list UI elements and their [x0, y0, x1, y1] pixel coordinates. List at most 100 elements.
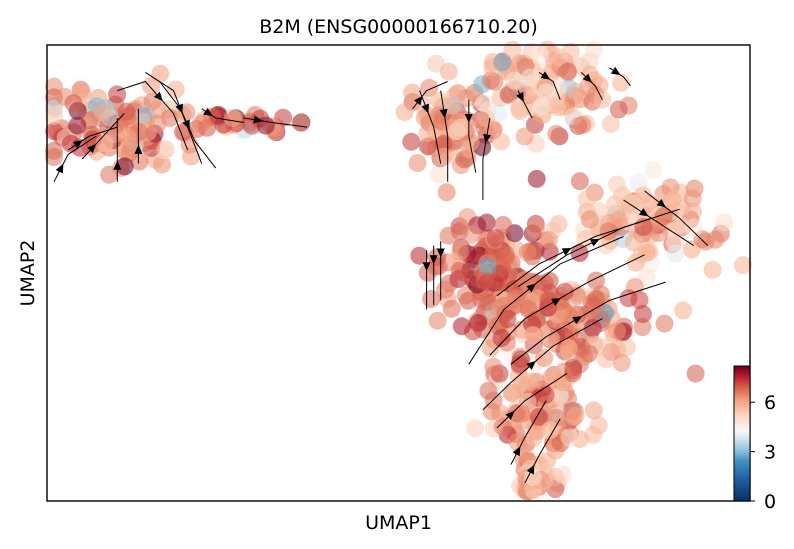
streamline-arrow: [551, 297, 562, 306]
scatter-point: [45, 141, 63, 160]
scatter-point: [547, 124, 566, 143]
x-axis-label: UMAP1: [365, 512, 432, 534]
scatter-point: [442, 299, 461, 318]
scatter-point: [621, 194, 640, 213]
streamline: [510, 400, 547, 465]
scatter-point: [532, 97, 551, 116]
scatter-point: [535, 348, 554, 367]
scatter-point: [117, 143, 136, 162]
scatter-point: [192, 114, 211, 133]
scatter-point: [478, 257, 497, 276]
scatter-point: [521, 68, 540, 87]
scatter-point: [451, 242, 470, 261]
scatter-point: [148, 114, 167, 133]
scatter-point: [512, 404, 531, 423]
scatter-point: [482, 402, 501, 421]
scatter-point: [135, 105, 154, 124]
streamline-arrow: [483, 133, 492, 144]
scatter-point: [151, 64, 170, 83]
streamline: [419, 90, 442, 164]
scatter-point: [540, 271, 559, 290]
scatter-point: [418, 137, 437, 156]
scatter-point: [612, 73, 630, 92]
scatter-point: [599, 222, 618, 241]
streamline-arrow: [422, 262, 431, 272]
scatter-point: [512, 374, 531, 393]
scatter-point: [408, 154, 427, 172]
scatter-point: [93, 103, 112, 122]
scatter-point: [703, 260, 722, 279]
scatter-point: [655, 314, 674, 333]
scatter-point: [493, 417, 512, 436]
scatter-point: [596, 350, 615, 369]
scatter-point: [426, 54, 445, 73]
streamline-arrow: [526, 360, 536, 370]
scatter-point: [554, 465, 573, 484]
streamline-arrow: [572, 316, 583, 325]
scatter-point: [577, 190, 596, 209]
scatter-point: [486, 228, 505, 247]
streamline-arrow: [526, 283, 536, 293]
scatter-point: [518, 243, 537, 262]
scatter-point: [548, 98, 567, 117]
streamline-arrow: [253, 115, 263, 124]
scatter-point: [479, 381, 498, 400]
scatter-point: [223, 109, 242, 127]
scatter-point: [560, 339, 578, 358]
scatter-point: [579, 344, 598, 363]
scatter-point: [566, 407, 585, 426]
scatter-point: [448, 122, 466, 141]
streamline-arrow: [512, 446, 521, 457]
scatter-point: [684, 218, 703, 237]
streamline: [524, 418, 561, 484]
scatter-point: [573, 116, 592, 134]
scatter-point: [540, 230, 558, 249]
scatter-point: [156, 140, 175, 159]
scatter-points: [45, 40, 752, 502]
scatter-point: [654, 207, 673, 226]
scatter-point: [570, 172, 589, 191]
scatter-point: [503, 40, 522, 59]
scatter-point: [395, 103, 414, 122]
scatter-point: [608, 175, 626, 194]
scatter-point: [531, 45, 549, 64]
streamline: [243, 117, 308, 128]
scatter-point: [461, 133, 480, 152]
streamline-arrow: [516, 92, 524, 102]
scatter-point: [485, 72, 504, 91]
scatter-point: [439, 226, 458, 245]
streamline-arrow: [582, 73, 592, 83]
streamline-arrow: [526, 464, 535, 475]
streamline-arrow: [656, 198, 667, 208]
colorbar-tick-label: 0: [764, 491, 776, 513]
scatter-point: [601, 114, 620, 133]
streamline-arrow: [73, 140, 83, 149]
streamline-arrow: [87, 143, 97, 154]
scatter-point: [560, 428, 579, 447]
streamline-arrow: [113, 160, 122, 170]
scatter-point: [108, 85, 127, 104]
streamline-arrow: [413, 95, 423, 106]
scatter-point: [415, 108, 434, 127]
scatter-point: [632, 245, 651, 264]
scatter-point: [524, 468, 542, 486]
scatter-point: [609, 100, 628, 119]
scatter-point: [650, 224, 669, 243]
scatter-point: [663, 190, 682, 209]
streamline-arrow: [439, 108, 448, 119]
scatter-point: [68, 116, 87, 135]
scatter-point: [402, 132, 421, 151]
scatter-point: [683, 189, 702, 208]
streamline-arrow: [505, 410, 515, 421]
streamline: [482, 117, 491, 200]
streamline-arrow: [589, 238, 600, 247]
scatter-point: [45, 106, 63, 125]
scatter-point: [608, 322, 626, 341]
colorbar-tick-label: 6: [764, 392, 776, 414]
scatter-point: [589, 416, 608, 435]
scatter-point: [584, 40, 603, 59]
scatter-point: [118, 128, 137, 147]
streamline-arrow: [55, 163, 64, 174]
scatter-point: [686, 364, 705, 383]
streamline: [440, 90, 449, 182]
